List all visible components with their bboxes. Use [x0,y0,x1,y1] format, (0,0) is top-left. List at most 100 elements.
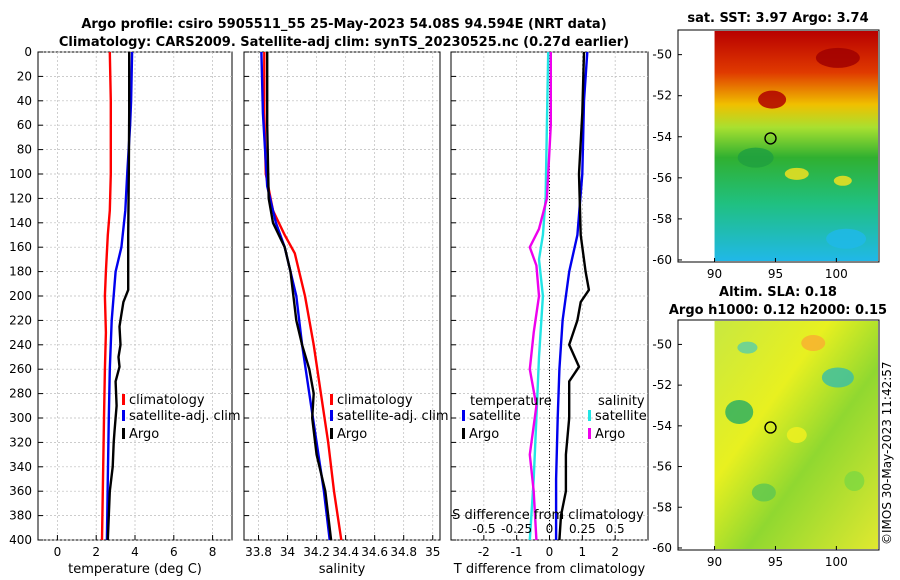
map-feature [821,367,854,388]
legend-salinity-title: salinity [598,394,645,409]
sst-map-panel: sat. SST: 3.97 Argo: 3.74 -50 -52 -54 -56 -5… [652,11,880,281]
series-argo [106,52,131,541]
difference-profile-plot: -2 -1 0 1 2 T difference from climatology -0.5… [450,51,649,577]
map-feature [751,483,776,502]
sla-map-title-line1: Altim. SLA: 0.18 [719,285,837,300]
legend-satellite-swatch [330,410,333,421]
map-x-tick-label: 95 [768,555,783,569]
x-tick-label: 35 [425,545,440,559]
legend-s-argo-swatch [588,428,591,439]
map-y-tick-label: -58 [652,500,672,514]
map-x-tick-label: 100 [825,267,848,281]
map-x-tick-label: 90 [707,267,722,281]
figure-title-line2: Climatology: CARS2009. Satellite-adj cli… [59,35,629,50]
legend-temperature-title: temperature [470,394,552,409]
x-tick-label: 4 [131,545,139,559]
map-feature [801,335,826,351]
x-tick-label: 34 [280,545,295,559]
y-tick-label: 40 [17,94,32,108]
map-x-tick-label: 90 [707,555,722,569]
x-tick-label: -1 [511,545,523,559]
map-feature [826,228,867,249]
legend-t-satellite: satellite [469,409,521,424]
x-tick-label: 2 [92,545,100,559]
sst-map-title: sat. SST: 3.97 Argo: 3.74 [687,11,868,26]
map-x-tick-label: 95 [768,267,783,281]
argo-location-marker [764,132,777,145]
sla-map-title-line2: Argo h1000: 0.12 h2000: 0.15 [669,303,887,318]
imos-watermark: ©IMOS 30-May-2023 11:42:57 [880,361,894,545]
x-tick-label: 34.2 [303,545,330,559]
y-tick-label: 180 [9,265,32,279]
argo-location-marker [764,421,777,434]
map-feature [737,147,774,168]
series-t-argo [558,51,591,541]
series-s-argo [528,52,552,541]
map-y-tick-label: -60 [652,253,672,267]
map-x-tick-label: 100 [825,555,848,569]
y-tick-label: 240 [9,338,32,352]
x-tick-label: 8 [209,545,217,559]
y-tick-label: 120 [9,191,32,205]
x-tick-label: 34.6 [361,545,388,559]
map-feature [725,400,754,424]
y-tick-label: 60 [17,118,32,132]
map-feature [758,90,787,109]
s-tick-label: -0.25 [501,522,532,536]
map-feature [737,341,758,354]
x-tick-label: 2 [611,545,619,559]
map-feature [786,427,807,443]
temperature-profile-plot: 0 2 4 6 802040608010012014016018020022024026… [9,45,241,577]
x-tick-label: -2 [478,545,490,559]
legend-climatology: climatology [129,393,205,408]
legend-satellite-swatch [122,410,125,421]
legend-s-argo: Argo [595,427,625,442]
difference-top-xlabel: S difference from climatology [452,508,644,523]
map-y-tick-label: -56 [652,171,672,185]
map-y-tick-label: -54 [652,419,672,433]
s-tick-label: -0.5 [472,522,495,536]
map-field [714,31,878,261]
y-tick-label: 340 [9,460,32,474]
series-t-satellite [554,51,589,540]
series-argo [266,52,333,541]
legend-argo: Argo [337,427,367,442]
y-tick-label: 80 [17,143,32,157]
y-tick-label: 0 [24,45,32,59]
legend-argo: Argo [129,427,159,442]
legend-s-satellite-swatch [588,410,591,421]
y-tick-label: 400 [9,533,32,547]
legend-climatology-swatch [122,394,125,405]
sla-map-panel: Altim. SLA: 0.18 Argo h1000: 0.12 h2000:… [652,285,887,569]
legend-satellite: satellite-adj. clim [337,409,449,424]
map-y-tick-label: -50 [652,48,672,62]
x-axis-label: T difference from climatology [453,562,646,577]
x-tick-label: 1 [579,545,587,559]
figure-title-line1: Argo profile: csiro 5905511_55 25-May-20… [81,17,606,32]
x-tick-label: 33.8 [245,545,272,559]
x-tick-label: 34.4 [332,545,359,559]
legend-argo-swatch [330,428,333,439]
legend-argo-swatch [122,428,125,439]
x-tick-label: 0 [546,545,554,559]
map-y-tick-label: -58 [652,212,672,226]
map-y-tick-label: -52 [652,378,672,392]
map-y-tick-label: -52 [652,89,672,103]
map-y-tick-label: -56 [652,460,672,474]
map-y-tick-label: -50 [652,337,672,351]
y-tick-label: 260 [9,362,32,376]
map-y-tick-label: -60 [652,541,672,555]
map-feature [815,47,860,68]
map-feature [784,167,809,180]
legend-t-satellite-swatch [462,410,465,421]
legend-satellite: satellite-adj. clim [129,409,241,424]
map-y-tick-label: -54 [652,130,672,144]
legend-climatology-swatch [330,394,333,405]
map-feature [833,175,852,186]
legend-s-satellite: satellite [595,409,647,424]
y-tick-label: 140 [9,216,32,230]
series-s-satellite [528,51,550,541]
s-tick-label: 0.5 [606,522,625,536]
s-tick-label: 0 [546,522,554,536]
